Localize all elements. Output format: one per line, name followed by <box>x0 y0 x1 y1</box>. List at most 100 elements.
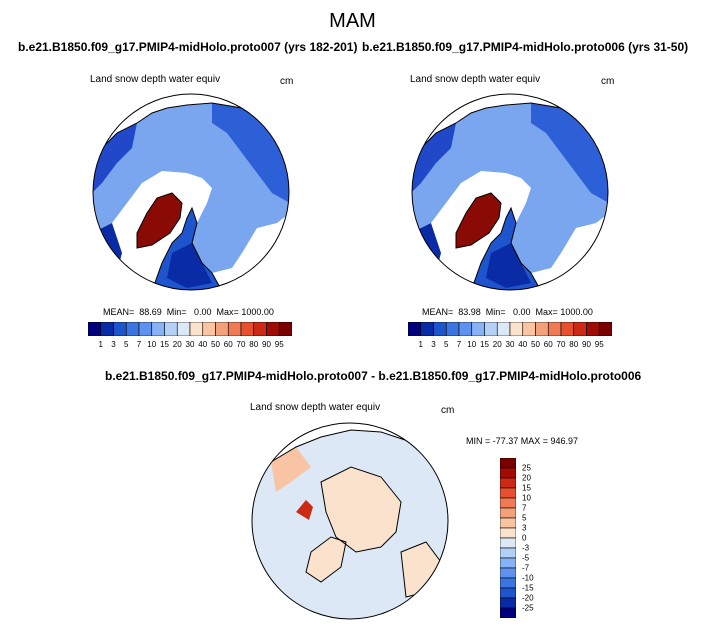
colorbar-swatch <box>500 467 516 479</box>
panel1-variable-label: Land snow depth water equiv <box>90 74 221 85</box>
colorbar-label: 20 <box>492 340 502 349</box>
colorbar-label: 1 <box>418 340 423 349</box>
panel2-units-label: cm <box>601 76 615 87</box>
panel2-stats: MEAN= 83.98 Min= 0.00 Max= 1000.00 <box>422 307 593 317</box>
colorbar-swatch <box>535 322 549 336</box>
colorbar-swatch <box>215 322 229 336</box>
panel2-map-border <box>411 93 609 291</box>
colorbar-swatch <box>500 458 516 469</box>
colorbar-label: 70 <box>556 340 566 349</box>
colorbar-swatch <box>253 322 267 336</box>
panel2-greenland <box>456 193 501 248</box>
panel3-variable-label: Land snow depth water equiv <box>250 402 381 413</box>
panel3-colorbar-swatches <box>500 458 516 618</box>
colorbar-swatch <box>500 557 516 569</box>
colorbar-label: -7 <box>522 563 530 573</box>
colorbar-label: -10 <box>522 573 534 583</box>
colorbar-swatch <box>522 322 536 336</box>
panel1-colorbar: 1 3 5 7 10 15 20 30 40 50 60 70 80 90 95 <box>88 322 292 349</box>
panel3-map <box>251 422 449 620</box>
colorbar-label: -25 <box>522 603 534 613</box>
colorbar-label: 30 <box>185 340 195 349</box>
colorbar-swatch <box>433 322 447 336</box>
colorbar-swatch <box>278 322 292 336</box>
colorbar-swatch <box>88 322 102 336</box>
colorbar-swatch <box>240 322 255 336</box>
panel1-colorbar-swatches <box>88 322 292 336</box>
colorbar-label: 10 <box>147 340 157 349</box>
colorbar-label: 15 <box>522 483 531 493</box>
colorbar-swatch <box>100 322 114 336</box>
colorbar-label: 7 <box>522 503 527 513</box>
panel3-units-label: cm <box>441 405 455 416</box>
colorbar-label: 7 <box>136 340 142 349</box>
panel2-polar-map <box>411 93 609 291</box>
colorbar-label: 70 <box>236 340 246 349</box>
colorbar-swatch <box>484 322 498 336</box>
colorbar-swatch <box>420 322 434 336</box>
colorbar-swatch <box>125 322 140 336</box>
panel1-scandinavia-snow <box>93 123 137 193</box>
colorbar-label: 3 <box>111 340 116 349</box>
colorbar-swatch <box>113 322 127 336</box>
colorbar-label: 30 <box>505 340 515 349</box>
panel2-canada-deep-snow <box>486 243 531 288</box>
colorbar-label: -3 <box>522 543 530 553</box>
colorbar-label: 95 <box>594 340 604 349</box>
colorbar-label: 7 <box>456 340 462 349</box>
panel1-units-label: cm <box>280 76 294 87</box>
colorbar-label: 5 <box>124 340 129 349</box>
panel1-map-border <box>92 93 290 291</box>
panel3-scandinavia-diff <box>271 447 311 492</box>
page-title: MAM <box>329 10 376 32</box>
colorbar-swatch <box>509 322 524 336</box>
colorbar-label: 0 <box>522 533 527 543</box>
colorbar-label: 90 <box>262 340 271 349</box>
panel3-colorbar: 25 20 15 10 7 5 3 0 -3 -5 -7 -10 -15 -20 -25 <box>500 458 534 618</box>
colorbar-label: 90 <box>582 340 591 349</box>
colorbar-label: -5 <box>522 553 530 563</box>
colorbar-swatch <box>500 527 516 539</box>
colorbar-swatch <box>560 322 575 336</box>
panel1-colorbar-labels: 1 3 5 7 10 15 20 30 40 50 60 70 80 90 95 <box>88 340 292 350</box>
colorbar-label: 5 <box>444 340 449 349</box>
colorbar-swatch <box>445 322 460 336</box>
panel2-scandinavia-snow <box>412 123 456 193</box>
colorbar-label: 1 <box>98 340 103 349</box>
colorbar-label: 15 <box>160 340 169 349</box>
panel3-map-border <box>251 422 449 620</box>
panel3-land-diff-positive <box>321 467 401 552</box>
colorbar-swatch <box>598 322 612 336</box>
panel1-canada-deep-snow <box>167 243 212 288</box>
colorbar-label: 40 <box>198 340 208 349</box>
colorbar-swatch <box>151 322 165 336</box>
colorbar-swatch <box>138 322 153 336</box>
colorbar-swatch <box>500 547 516 559</box>
panel2-map <box>411 93 609 291</box>
panel2-case-title: b.e21.B1850.f09_g17.PMIP4-midHolo.proto0… <box>362 40 689 54</box>
colorbar-swatch <box>496 322 511 336</box>
panel1-polar-map <box>92 93 290 291</box>
colorbar-label: 40 <box>518 340 528 349</box>
colorbar-label: 10 <box>522 493 531 503</box>
colorbar-label: 20 <box>522 473 531 483</box>
colorbar-swatch <box>500 507 516 519</box>
colorbar-swatch <box>500 537 516 549</box>
colorbar-label: 25 <box>522 463 531 473</box>
colorbar-swatch <box>500 577 516 589</box>
panel1-stats: MEAN= 88.69 Min= 0.00 Max= 1000.00 <box>103 307 274 317</box>
panel1-case-title: b.e21.B1850.f09_g17.PMIP4-midHolo.proto0… <box>18 40 358 54</box>
colorbar-swatch <box>547 322 562 336</box>
panel3-colorbar-labels: 25 20 15 10 7 5 3 0 -3 -5 -7 -10 -15 -20 -25 <box>522 458 552 618</box>
colorbar-label: 80 <box>569 340 579 349</box>
colorbar-swatch <box>500 497 516 509</box>
colorbar-label: 3 <box>522 523 527 533</box>
colorbar-swatch <box>266 322 280 336</box>
panel3-polar-map <box>251 422 449 620</box>
colorbar-swatch <box>500 487 516 499</box>
colorbar-swatch <box>500 587 516 599</box>
colorbar-label: 20 <box>172 340 182 349</box>
panel3-case-title: b.e21.B1850.f09_g17.PMIP4-midHolo.proto0… <box>105 369 642 383</box>
panel3-canada-diff <box>401 542 441 597</box>
colorbar-swatch <box>202 322 216 336</box>
